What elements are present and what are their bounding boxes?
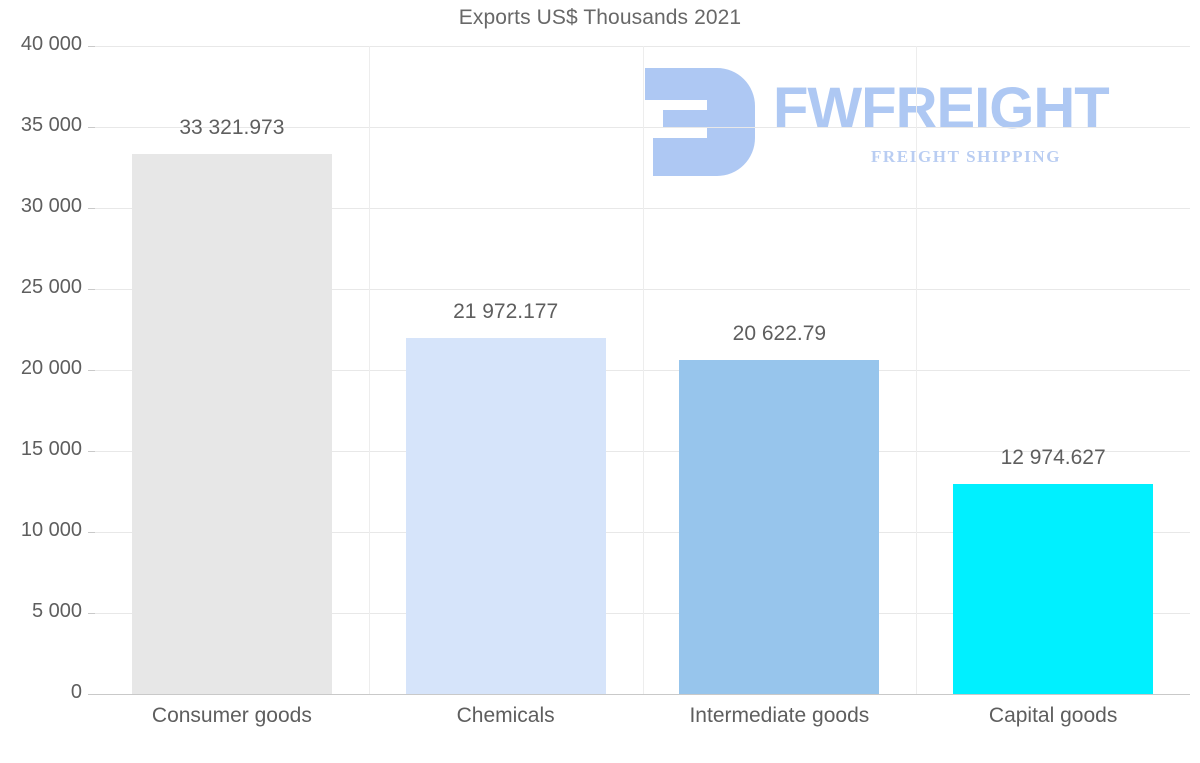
y-tick-label: 30 000 (20, 195, 82, 217)
y-tick-mark (88, 451, 95, 452)
bar-intermediate-goods[interactable] (679, 359, 880, 694)
y-tick-label: 20 000 (20, 357, 82, 379)
y-tick-mark (88, 46, 95, 47)
gridline-y-20000 (95, 370, 1190, 371)
y-tick-label: 0 (70, 681, 82, 703)
y-tick-mark (88, 532, 95, 533)
y-tick-mark (88, 289, 95, 290)
y-tick-label: 5 000 (31, 600, 82, 622)
y-tick-mark (88, 694, 95, 695)
gridline-y-0 (95, 694, 1190, 695)
bar-value-label: 21 972.177 (453, 300, 559, 324)
bar-capital-goods[interactable] (953, 483, 1154, 694)
gridline-x-2 (643, 46, 644, 694)
gridline-y-30000 (95, 208, 1190, 209)
bar-consumer-goods[interactable] (131, 154, 332, 694)
y-tick-label: 15 000 (20, 438, 82, 460)
bar-value-label: 33 321.973 (179, 116, 285, 140)
y-tick-label: 35 000 (20, 114, 82, 136)
y-tick-label: 10 000 (20, 519, 82, 541)
bar-chemicals[interactable] (405, 338, 606, 694)
gridline-y-10000 (95, 532, 1190, 533)
x-axis-label-chemicals: Chemicals (456, 704, 555, 727)
gridline-x-1 (369, 46, 370, 694)
gridline-y-25000 (95, 289, 1190, 290)
gridline-y-5000 (95, 613, 1190, 614)
y-tick-label: 40 000 (20, 33, 82, 55)
bar-value-label: 12 974.627 (1000, 445, 1106, 469)
gridline-y-15000 (95, 451, 1190, 452)
y-tick-mark (88, 613, 95, 614)
gridline-x-3 (916, 46, 917, 694)
bar-value-label: 20 622.79 (732, 321, 827, 345)
x-axis-label-consumer-goods: Consumer goods (151, 704, 312, 727)
y-tick-mark (88, 370, 95, 371)
gridline-y-35000 (95, 127, 1190, 128)
x-axis-label-intermediate-goods: Intermediate goods (689, 704, 870, 727)
chart-title: Exports US$ Thousands 2021 (458, 6, 742, 29)
y-tick-label: 25 000 (20, 276, 82, 298)
plot-area: 33 321.973 21 972.177 20 622.79 12 974.627 (88, 46, 1190, 695)
y-tick-mark (88, 127, 95, 128)
x-axis-label-capital-goods: Capital goods (988, 704, 1118, 727)
y-tick-mark (88, 208, 95, 209)
gridline-y-40000 (95, 46, 1190, 47)
